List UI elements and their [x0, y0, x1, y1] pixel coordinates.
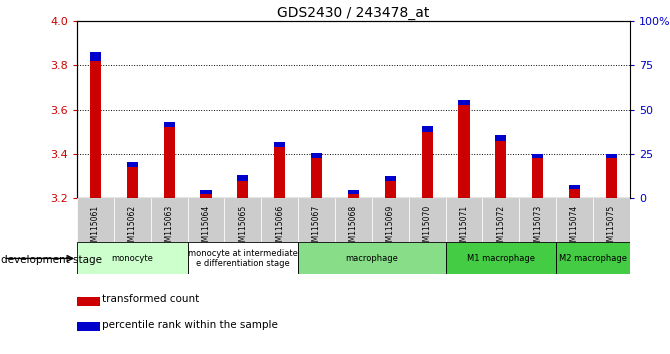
Bar [372, 198, 409, 242]
Bar [421, 132, 433, 198]
Text: GSM115072: GSM115072 [496, 205, 505, 251]
Bar [261, 198, 298, 242]
Bar [151, 198, 188, 242]
Bar [335, 198, 372, 242]
Text: GSM115064: GSM115064 [202, 205, 210, 251]
Bar [446, 242, 556, 274]
Bar [274, 147, 285, 198]
Text: GSM115070: GSM115070 [423, 205, 431, 251]
Bar [311, 159, 322, 198]
Bar [556, 198, 593, 242]
Bar [409, 198, 446, 242]
Bar [458, 105, 470, 198]
Text: GSM115065: GSM115065 [239, 205, 247, 251]
Text: macrophage: macrophage [346, 254, 398, 263]
Bar [519, 198, 556, 242]
Bar [237, 181, 249, 198]
Bar [482, 198, 519, 242]
Text: GSM115061: GSM115061 [91, 205, 100, 251]
Bar [188, 242, 298, 274]
Bar [127, 162, 138, 167]
Bar [458, 100, 470, 105]
Text: M2 macrophage: M2 macrophage [559, 254, 627, 263]
Bar [348, 194, 359, 198]
Bar [200, 190, 212, 194]
Text: GSM115062: GSM115062 [128, 205, 137, 251]
Text: GSM115071: GSM115071 [460, 205, 468, 251]
Bar [385, 176, 396, 181]
Bar [274, 142, 285, 147]
Bar [90, 61, 101, 198]
Bar [163, 127, 175, 198]
Bar [200, 194, 212, 198]
Text: GSM115067: GSM115067 [312, 205, 321, 251]
Bar [446, 198, 482, 242]
Bar [163, 122, 175, 127]
Text: GSM115068: GSM115068 [349, 205, 358, 251]
Bar [127, 167, 138, 198]
Text: GSM115073: GSM115073 [533, 205, 542, 251]
Bar [495, 141, 507, 198]
Text: development stage: development stage [1, 255, 103, 265]
Bar [569, 189, 580, 198]
Bar [298, 198, 335, 242]
Text: M1 macrophage: M1 macrophage [467, 254, 535, 263]
Bar [114, 198, 151, 242]
Bar [298, 242, 446, 274]
Bar [606, 154, 617, 159]
Bar [77, 322, 100, 331]
Text: GSM115074: GSM115074 [570, 205, 579, 251]
Bar [348, 190, 359, 194]
Text: GSM115069: GSM115069 [386, 205, 395, 251]
Bar [188, 198, 224, 242]
Title: GDS2430 / 243478_at: GDS2430 / 243478_at [277, 6, 429, 20]
Text: transformed count: transformed count [102, 294, 199, 304]
Bar [569, 185, 580, 189]
Bar [606, 159, 617, 198]
Bar [237, 175, 249, 181]
Bar [77, 297, 100, 306]
Bar [77, 242, 188, 274]
Text: GSM115075: GSM115075 [607, 205, 616, 251]
Bar [90, 52, 101, 61]
Bar [532, 159, 543, 198]
Bar [77, 198, 114, 242]
Bar [556, 242, 630, 274]
Bar [311, 153, 322, 159]
Bar [495, 135, 507, 141]
Bar [532, 154, 543, 159]
Bar [593, 198, 630, 242]
Text: monocyte at intermediate
e differentiation stage: monocyte at intermediate e differentiati… [188, 249, 297, 268]
Text: monocyte: monocyte [111, 254, 153, 263]
Bar [224, 198, 261, 242]
Text: GSM115063: GSM115063 [165, 205, 174, 251]
Text: percentile rank within the sample: percentile rank within the sample [102, 320, 278, 330]
Bar [385, 181, 396, 198]
Bar [421, 126, 433, 132]
Text: GSM115066: GSM115066 [275, 205, 284, 251]
